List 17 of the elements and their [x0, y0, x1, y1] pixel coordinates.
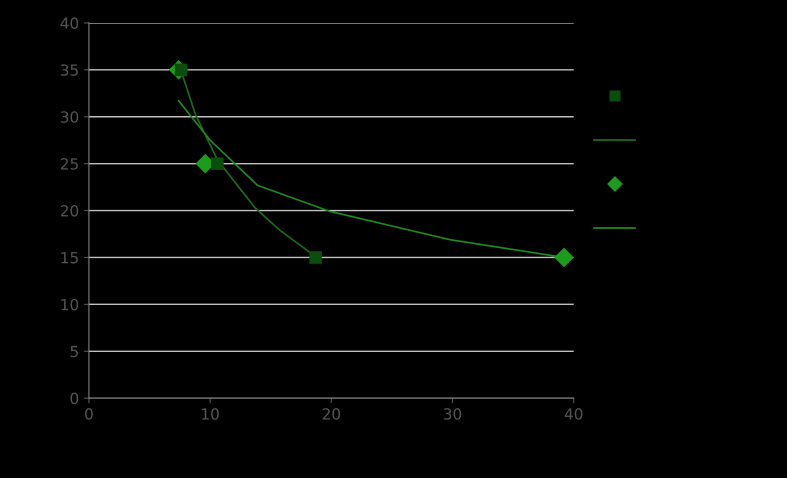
- x-tick-label: 40: [564, 408, 582, 420]
- y-tick-label: 10: [61, 298, 78, 310]
- y-tick-label: 0: [70, 392, 78, 404]
- y-tick-label: 25: [60, 158, 78, 170]
- y-tick-label: 40: [60, 17, 78, 29]
- point: [211, 157, 224, 170]
- x-tick-label: 20: [322, 408, 340, 420]
- x-tick-label: 10: [202, 408, 219, 420]
- x-tick-label: 0: [85, 408, 93, 420]
- y-tick-label: 15: [61, 252, 78, 264]
- x-tick-label: 30: [444, 408, 462, 420]
- y-tick-label: 30: [60, 111, 78, 123]
- y-tick-label: 35: [60, 64, 78, 76]
- point: [309, 251, 322, 264]
- y-tick-label: 5: [70, 346, 78, 358]
- point: [554, 248, 574, 267]
- y-tick-label: 20: [60, 205, 78, 217]
